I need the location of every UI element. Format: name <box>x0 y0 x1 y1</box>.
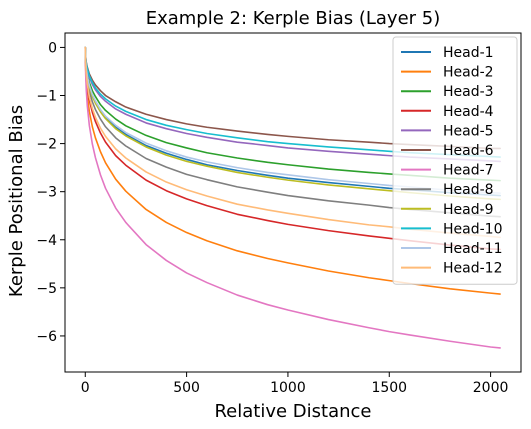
legend-label: Head-10 <box>443 221 502 237</box>
y-tick-label: −2 <box>36 137 57 153</box>
x-axis-title: Relative Distance <box>214 401 371 422</box>
legend-label: Head-2 <box>443 65 494 81</box>
series-line-head-2 <box>84 46 501 295</box>
x-tick-label: 500 <box>173 380 200 396</box>
chart-title: Example 2: Kerple Bias (Layer 5) <box>146 8 441 29</box>
series-line-head-11 <box>84 46 501 194</box>
legend: Head-1 Head-2 Head-3 Head-4 Head-5 Head-6 Head… <box>392 36 518 285</box>
y-tick-label: −1 <box>36 89 57 105</box>
y-axis-title: Kerple Positional Bias <box>6 105 27 297</box>
x-tick-label: 1000 <box>270 380 306 396</box>
series-line-head-10 <box>84 46 501 158</box>
series-line-head-12 <box>84 46 501 239</box>
y-tick-label: −3 <box>36 185 57 201</box>
legend-label: Head-5 <box>443 123 494 139</box>
legend-label: Head-11 <box>443 241 502 257</box>
y-tick-label: −6 <box>36 329 57 345</box>
series-line-head-7 <box>84 46 501 349</box>
legend-label: Head-1 <box>443 45 494 61</box>
legend-label: Head-4 <box>443 104 494 120</box>
y-tick-label: −5 <box>36 281 57 297</box>
legend-label: Head-12 <box>443 261 502 277</box>
series-line-head-8 <box>84 46 501 218</box>
legend-box <box>392 36 518 285</box>
y-tick-label: 0 <box>48 40 57 56</box>
legend-label: Head-6 <box>443 143 494 159</box>
legend-label: Head-7 <box>443 163 494 179</box>
x-tick-label: 2000 <box>473 380 509 396</box>
axes-frame <box>64 32 522 373</box>
y-tick-label: −4 <box>36 233 57 249</box>
legend-label: Head-3 <box>443 84 494 100</box>
x-tick-label: 0 <box>81 380 90 396</box>
x-tick-label: 1500 <box>371 380 407 396</box>
legend-label: Head-8 <box>443 182 494 198</box>
plot-area: 0 500 1000 1500 20000−1−2−3−4−5−6Head-1Head-… <box>36 32 522 396</box>
legend-label: Head-9 <box>443 202 494 218</box>
